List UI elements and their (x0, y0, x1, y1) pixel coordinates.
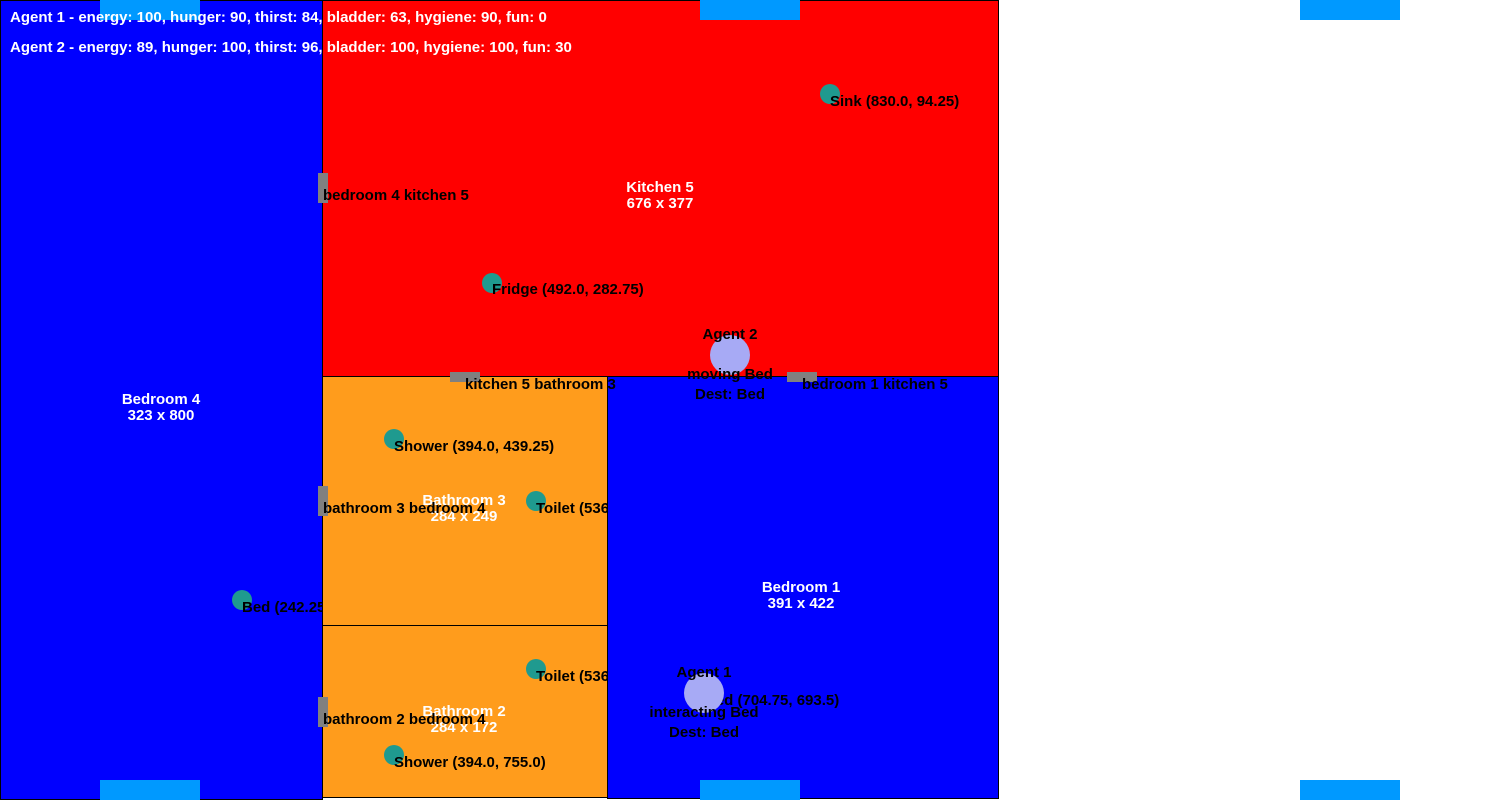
agent-2-status: Agent 2 - energy: 89, hunger: 100, thirs… (10, 39, 572, 56)
toilet-label: Toilet (536.0, 501.5) (536, 501, 607, 517)
agent-2-name: Agent 2 (702, 326, 758, 343)
toilet-label-clip: Toilet (536.0, 501.5) (536, 501, 607, 517)
room-name: Kitchen 5 (626, 179, 694, 196)
room-kitchen-5 (322, 0, 999, 377)
room-bedroom-1 (607, 376, 999, 799)
room-name: Bathroom 2 (422, 703, 506, 720)
toilet-object[interactable] (526, 659, 546, 679)
door-bedroom4-kitchen5[interactable] (318, 173, 328, 203)
shower-label: Shower (394.0, 439.25) (394, 438, 555, 455)
sink-label: Sink (830.0, 94.25) (830, 93, 960, 110)
room-size: 284 x 172 (430, 719, 498, 736)
room-size: 391 x 422 (767, 595, 835, 612)
door-bedroom1-kitchen5[interactable] (787, 372, 817, 382)
agent-1-dest: Dest: Bed (668, 724, 739, 741)
room-name: Bedroom 4 (121, 391, 201, 408)
door-label: kitchen 5 bathroom 3 (465, 376, 616, 393)
agent-2[interactable] (710, 335, 750, 375)
bed-label-clip: Bed (242.25, 600.0) (242, 600, 322, 616)
bed-label: Bed (704.75, 693.5) (705, 692, 840, 709)
window (700, 780, 800, 800)
room-name: Bathroom 3 (422, 492, 506, 509)
window (1300, 780, 1400, 800)
agent-2-dest: Dest: Bed (694, 386, 765, 403)
shower-object[interactable] (384, 745, 404, 765)
room-bedroom-4 (0, 0, 323, 800)
window (100, 780, 200, 800)
bed-object[interactable] (232, 590, 252, 610)
bed-label: Bed (242.25, 600.0) (242, 600, 322, 616)
window (700, 0, 800, 20)
sink-object[interactable] (820, 84, 840, 104)
shower-label: Shower (394.0, 755.0) (394, 754, 546, 771)
window (1300, 0, 1400, 20)
fridge-object[interactable] (482, 273, 502, 293)
agent-1-state: interacting Bed (649, 704, 759, 721)
window (100, 0, 200, 20)
room-label-kitchen-5: Kitchen 5 676 x 377 (610, 180, 710, 212)
door-bathroom3-bedroom4[interactable] (318, 486, 328, 516)
door-label: bedroom 4 kitchen 5 (323, 187, 469, 204)
door-bathroom2-bedroom4[interactable] (318, 697, 328, 727)
agent-1-name: Agent 1 (676, 664, 732, 681)
toilet-object[interactable] (526, 491, 546, 511)
room-size: 323 x 800 (127, 407, 195, 424)
room-size: 676 x 377 (626, 195, 694, 212)
room-bathroom-2 (322, 625, 608, 798)
room-label-bathroom-2: Bathroom 2 284 x 172 (414, 704, 514, 736)
toilet-label: Toilet (536.0, 669.5) (536, 669, 607, 685)
agent-2-state: moving Bed (687, 366, 773, 383)
room-label-bedroom-4: Bedroom 4 323 x 800 (111, 392, 211, 424)
door-kitchen5-bathroom3[interactable] (450, 372, 480, 382)
agent-1[interactable] (684, 673, 724, 713)
door-label: bathroom 2 bedroom 4 (323, 711, 486, 728)
room-label-bedroom-1: Bedroom 1 391 x 422 (751, 580, 851, 612)
agent-1-status: Agent 1 - energy: 100, hunger: 90, thirs… (10, 9, 547, 26)
room-name: Bedroom 1 (761, 579, 841, 596)
door-label: bedroom 1 kitchen 5 (802, 376, 948, 393)
room-size: 284 x 249 (430, 508, 498, 525)
fridge-label: Fridge (492.0, 282.75) (492, 281, 644, 298)
door-label: bathroom 3 bedroom 4 (323, 500, 486, 517)
room-label-bathroom-3: Bathroom 3 284 x 249 (414, 493, 514, 525)
shower-object[interactable] (384, 429, 404, 449)
toilet-label-clip: Toilet (536.0, 669.5) (536, 669, 607, 685)
